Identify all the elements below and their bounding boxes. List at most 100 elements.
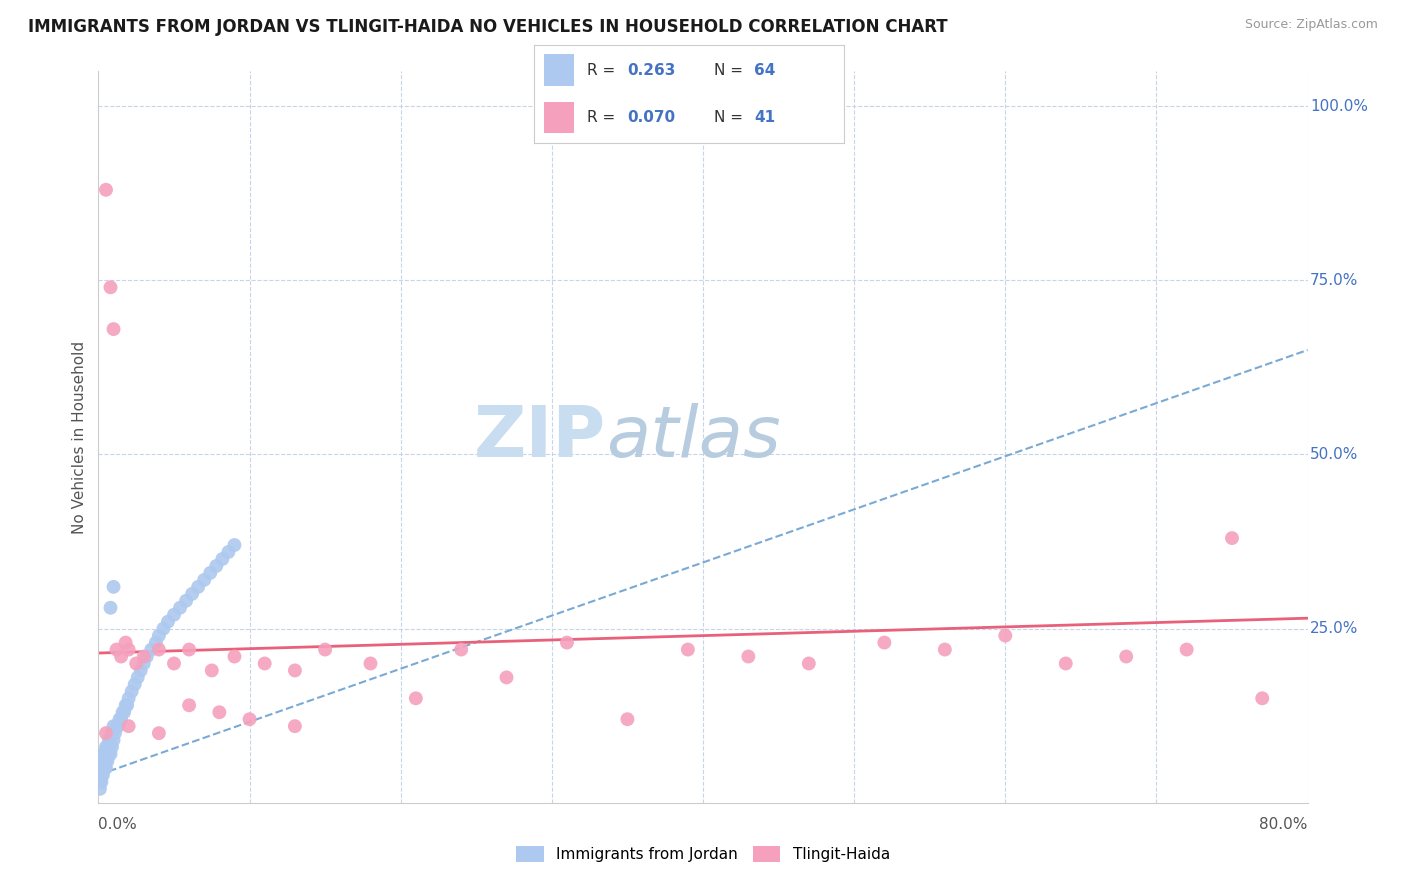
Point (156, 615, 179, 629)
Text: 80.0%: 80.0% (1260, 817, 1308, 832)
Point (104, 726, 127, 740)
Point (208, 705, 231, 719)
Point (105, 719, 128, 733)
Point (111, 705, 134, 719)
Point (100, 280, 122, 294)
Point (129, 664, 152, 678)
Point (217, 545, 239, 559)
Point (110, 649, 132, 664)
Point (91, 768, 114, 782)
Point (1175, 642, 1198, 657)
Point (148, 642, 170, 657)
Point (224, 538, 246, 552)
Text: 100.0%: 100.0% (1310, 99, 1368, 113)
Point (90, 761, 112, 775)
Point (132, 657, 155, 671)
Point (96, 754, 118, 768)
Point (125, 657, 148, 671)
Point (94, 740, 117, 755)
Point (103, 719, 125, 733)
Point (98, 740, 121, 755)
Point (100, 600, 122, 615)
Point (177, 698, 201, 713)
Point (94, 761, 117, 775)
Point (118, 642, 141, 657)
Point (360, 657, 382, 671)
Point (145, 635, 167, 649)
Point (737, 649, 759, 664)
Point (105, 642, 128, 657)
Point (93, 747, 115, 761)
Point (676, 642, 699, 657)
Point (115, 698, 138, 713)
Text: atlas: atlas (606, 402, 780, 472)
Point (555, 635, 578, 649)
Text: Source: ZipAtlas.com: Source: ZipAtlas.com (1244, 18, 1378, 31)
Point (93, 754, 115, 768)
Point (118, 691, 141, 706)
Text: R =: R = (586, 110, 620, 125)
Point (495, 670, 517, 684)
Bar (544, 102, 575, 133)
Point (127, 670, 149, 684)
Point (91, 761, 114, 775)
Point (193, 573, 215, 587)
Point (205, 558, 228, 573)
Text: 64: 64 (754, 62, 775, 78)
Point (107, 719, 129, 733)
Text: 0.070: 0.070 (627, 110, 675, 125)
Point (873, 635, 896, 649)
Legend: Immigrants from Jordan, Tlingit-Haida: Immigrants from Jordan, Tlingit-Haida (510, 839, 896, 868)
Text: 0.0%: 0.0% (98, 817, 138, 832)
Point (797, 657, 820, 671)
Point (163, 607, 186, 622)
Point (200, 566, 222, 580)
Point (284, 664, 307, 678)
Text: IMMIGRANTS FROM JORDAN VS TLINGIT-HAIDA NO VEHICLES IN HOUSEHOLD CORRELATION CHA: IMMIGRANTS FROM JORDAN VS TLINGIT-HAIDA … (28, 18, 948, 36)
Point (98, 747, 121, 761)
Point (89, 775, 111, 789)
Point (1054, 657, 1077, 671)
Text: 0.263: 0.263 (627, 62, 675, 78)
Point (994, 629, 1017, 643)
Point (91, 754, 114, 768)
Point (103, 580, 125, 594)
Text: N =: N = (714, 62, 748, 78)
Point (152, 622, 174, 636)
Point (118, 719, 141, 733)
Text: R =: R = (586, 62, 620, 78)
Point (112, 705, 135, 719)
Text: 41: 41 (754, 110, 775, 125)
Text: N =: N = (714, 110, 748, 125)
Point (616, 712, 638, 726)
Point (98, 733, 121, 747)
Point (94, 183, 117, 197)
Point (91, 747, 114, 761)
Point (169, 600, 191, 615)
Point (89, 781, 111, 796)
Point (96, 740, 118, 755)
Point (1220, 531, 1243, 545)
Point (110, 712, 132, 726)
Point (100, 733, 122, 747)
Point (89, 768, 111, 782)
Point (163, 657, 186, 671)
Point (93, 761, 115, 775)
Bar (544, 54, 575, 86)
Point (148, 629, 170, 643)
Point (450, 642, 472, 657)
Text: ZIP: ZIP (474, 402, 606, 472)
Point (121, 684, 143, 698)
Text: 75.0%: 75.0% (1310, 273, 1358, 288)
Point (239, 712, 262, 726)
Point (90, 754, 112, 768)
Point (114, 635, 136, 649)
Point (90, 775, 112, 789)
Text: 25.0%: 25.0% (1310, 621, 1358, 636)
Point (132, 649, 155, 664)
Point (224, 649, 246, 664)
Point (211, 552, 233, 566)
Point (141, 642, 163, 657)
Point (187, 580, 209, 594)
Point (1251, 691, 1274, 706)
